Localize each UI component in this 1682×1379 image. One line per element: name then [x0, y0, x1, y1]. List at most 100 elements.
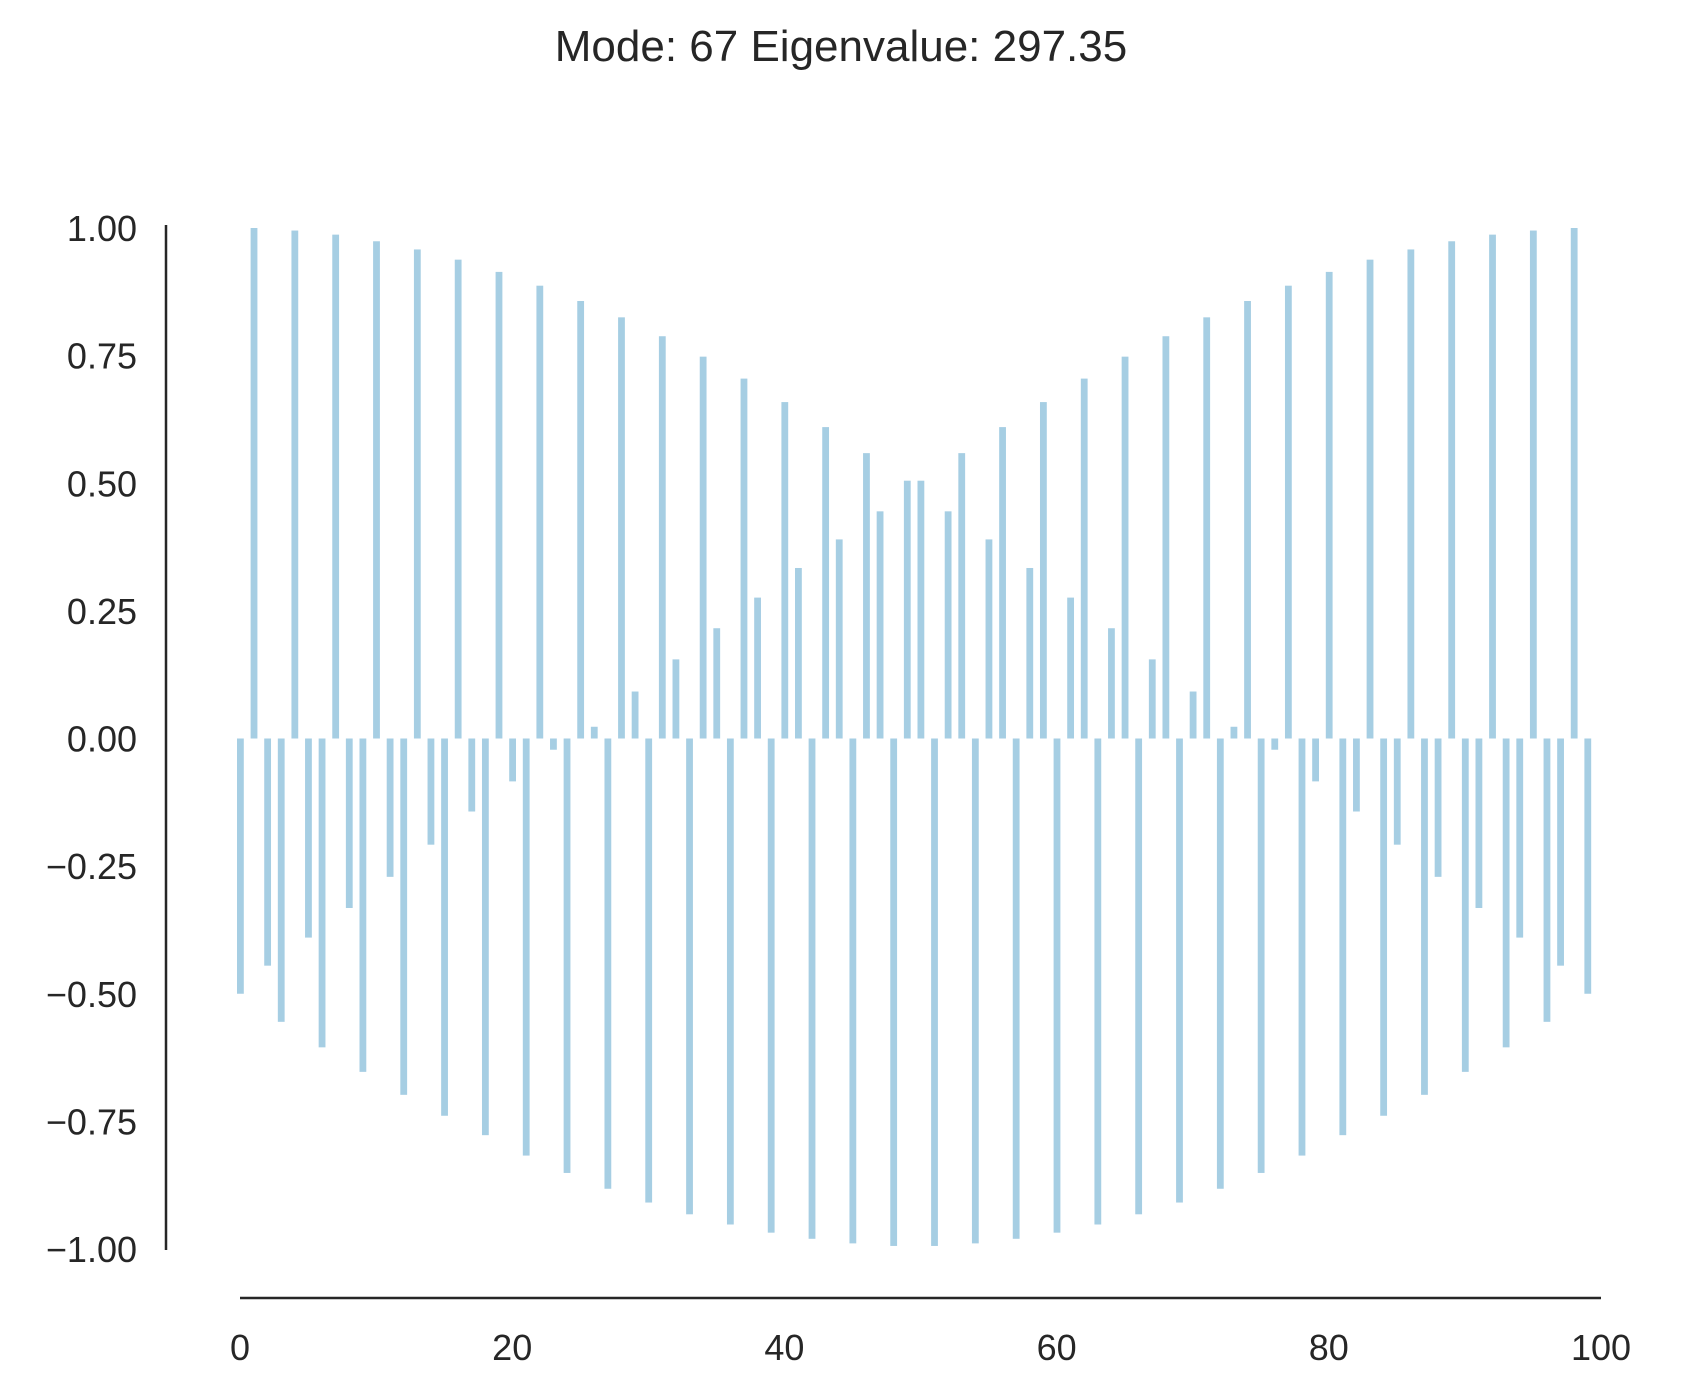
bar	[264, 738, 272, 966]
bar	[1407, 249, 1415, 739]
bar	[277, 738, 285, 1022]
bar	[1584, 738, 1592, 994]
bar	[1039, 402, 1047, 739]
bar	[495, 271, 503, 739]
bar	[345, 738, 353, 908]
y-tick-label: −1.00	[46, 1229, 137, 1270]
bar	[373, 241, 380, 739]
bar	[1135, 738, 1143, 1215]
bar	[454, 259, 462, 739]
bar	[1284, 285, 1292, 739]
bar	[1148, 659, 1156, 739]
bar	[250, 228, 258, 739]
bar	[699, 356, 707, 739]
bar	[522, 738, 530, 1156]
bar	[713, 628, 721, 739]
bar	[1271, 738, 1279, 750]
bar	[427, 738, 435, 845]
y-tick-label: −0.50	[46, 974, 137, 1015]
bar	[631, 691, 639, 739]
bar	[1012, 738, 1020, 1239]
bar	[1080, 378, 1088, 739]
bar	[1216, 738, 1224, 1189]
bar	[359, 738, 367, 1072]
x-tick-label: 0	[230, 1327, 250, 1368]
y-tick-label: 1.00	[67, 208, 137, 249]
bar	[1189, 691, 1197, 739]
y-tick-label: −0.25	[46, 846, 137, 887]
bar	[672, 659, 680, 739]
bar	[1570, 228, 1578, 739]
bar	[1244, 301, 1251, 739]
bar	[1053, 738, 1061, 1233]
bar	[618, 317, 625, 739]
bar	[386, 738, 394, 877]
bar	[1421, 738, 1428, 1095]
bar	[1162, 336, 1170, 739]
bar	[944, 511, 952, 739]
bar	[550, 738, 557, 750]
bar	[1312, 738, 1319, 782]
bar	[767, 738, 775, 1233]
bar	[400, 738, 408, 1095]
x-tick-label: 20	[492, 1327, 532, 1368]
bar	[1434, 738, 1442, 877]
bar	[1557, 738, 1564, 966]
bar	[1393, 738, 1401, 845]
bar	[1380, 738, 1388, 1116]
bar	[577, 301, 585, 739]
bar	[1502, 738, 1510, 1048]
bar	[441, 738, 448, 1116]
bar	[318, 738, 326, 1048]
bar	[1230, 726, 1238, 739]
bar	[1203, 317, 1211, 739]
bar	[1067, 597, 1075, 739]
bar	[781, 402, 789, 739]
y-tick-label: −0.75	[46, 1101, 137, 1142]
bar	[1543, 738, 1551, 1022]
bar	[835, 539, 843, 739]
bar	[931, 738, 938, 1246]
bar	[876, 511, 884, 739]
y-tick-label: 0.50	[67, 463, 137, 504]
chart-title: Mode: 67 Eigenvalue: 297.35	[554, 22, 1128, 71]
bar	[971, 738, 979, 1244]
bar	[1094, 738, 1102, 1225]
bar	[332, 234, 340, 739]
bar	[1529, 230, 1537, 739]
bar	[481, 738, 489, 1136]
x-tick-label: 80	[1309, 1327, 1349, 1368]
bar	[536, 285, 544, 739]
y-tick-label: 0.00	[67, 719, 137, 760]
bar	[563, 738, 571, 1173]
bars-group	[237, 228, 1592, 1246]
bar	[1026, 567, 1034, 739]
bar	[291, 230, 299, 739]
bar	[686, 738, 693, 1215]
y-tick-label: 0.25	[67, 591, 137, 632]
bar	[890, 738, 898, 1246]
bar	[1448, 241, 1456, 739]
y-tick-label: 0.75	[67, 336, 137, 377]
bar	[795, 567, 802, 739]
bar	[590, 726, 598, 739]
bar	[726, 738, 734, 1225]
bar	[1298, 738, 1306, 1156]
bar	[1366, 259, 1374, 739]
bar	[740, 378, 748, 739]
bar	[754, 597, 761, 739]
bar	[917, 480, 925, 739]
bar	[999, 427, 1006, 739]
y-tick-labels: 1.00 0.75 0.50 0.25 0.00 −0.25 −0.50 −0.75 −1.00	[46, 208, 137, 1270]
bar	[237, 738, 244, 994]
bar	[1108, 628, 1115, 739]
bar	[509, 738, 516, 782]
bar	[645, 738, 653, 1203]
bar	[1257, 738, 1265, 1173]
bar	[413, 249, 421, 739]
bar	[903, 480, 911, 739]
bar	[822, 427, 830, 739]
bar	[1176, 738, 1183, 1203]
bar	[1353, 738, 1360, 812]
